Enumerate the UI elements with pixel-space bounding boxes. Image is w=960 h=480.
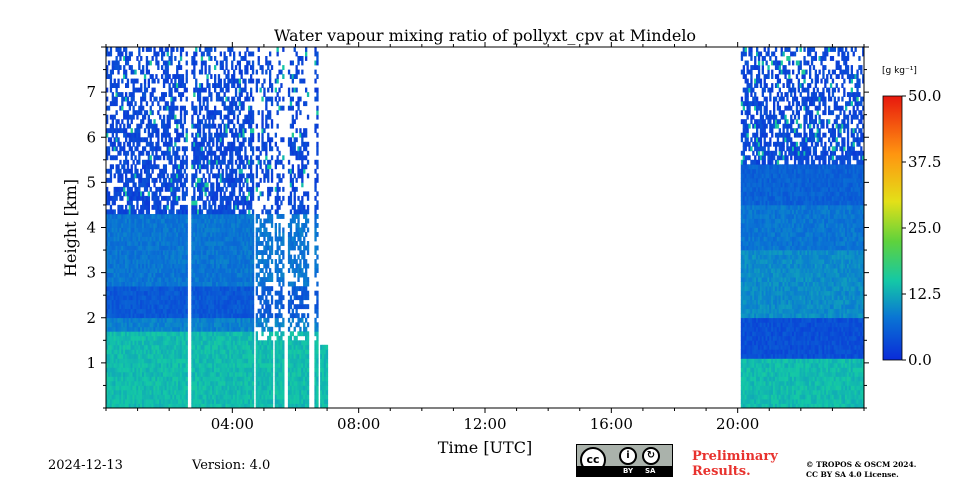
- colorbar-tick-label: 0.0: [908, 351, 932, 369]
- colorbar-tick-label: 37.5: [908, 153, 941, 171]
- version-label: Version: 4.0: [192, 458, 271, 473]
- y-tick-label: 5: [86, 173, 96, 191]
- x-axis-label: Time [UTC]: [438, 438, 532, 457]
- x-tick-label: 20:00: [716, 415, 759, 433]
- copyright-note: © TROPOS & OSCM 2024. CC BY SA 4.0 Licen…: [806, 460, 916, 480]
- colorbar-tick-label: 25.0: [908, 219, 941, 237]
- y-axis-label: Height [km]: [61, 179, 80, 277]
- y-tick-label: 3: [86, 264, 96, 282]
- heatmap-area: [106, 47, 864, 408]
- cc-badge-bar: BY SA: [577, 466, 672, 476]
- x-tick-label: 12:00: [463, 415, 506, 433]
- x-axis: 04:00 08:00 12:00 16:00 20:00: [105, 42, 865, 433]
- copyright-line-2: CC BY SA 4.0 License.: [806, 470, 899, 479]
- colorbar-tick-label: 12.5: [908, 285, 941, 303]
- y-tick-label: 2: [86, 309, 96, 327]
- preliminary-results-note: Preliminary Results.: [692, 449, 778, 479]
- y-tick-label: 7: [86, 83, 96, 101]
- date-label: 2024-12-13: [48, 458, 123, 473]
- x-tick-label: 04:00: [211, 415, 254, 433]
- data-period-evening: [740, 47, 864, 408]
- data-period-morning: [106, 47, 329, 408]
- preliminary-line-1: Preliminary: [692, 449, 778, 464]
- colorbar-ticks: 0.0 12.5 25.0 37.5 50.0: [902, 87, 941, 369]
- colorbar-unit: [g kg⁻¹]: [882, 66, 917, 76]
- x-tick-label: 08:00: [337, 415, 380, 433]
- preliminary-line-2: Results.: [692, 464, 751, 479]
- colorbar: [882, 95, 903, 361]
- chart-title: Water vapour mixing ratio of pollyxt_cpv…: [274, 26, 696, 45]
- cc-license-badge: cc i ↻ BY SA: [576, 444, 673, 477]
- attribution-icon: i: [619, 447, 637, 465]
- x-tick-label: 16:00: [590, 415, 633, 433]
- y-tick-label: 1: [86, 354, 96, 372]
- copyright-line-1: © TROPOS & OSCM 2024.: [806, 460, 917, 469]
- cc-sa-label: SA: [645, 467, 656, 475]
- colorbar-tick-label: 50.0: [908, 87, 941, 105]
- cc-by-label: BY: [623, 467, 634, 475]
- y-tick-label: 4: [86, 219, 96, 237]
- y-axis: 1 2 3 4 5 6 7: [86, 46, 869, 409]
- y-tick-label: 6: [86, 128, 96, 146]
- share-alike-icon: ↻: [642, 447, 660, 465]
